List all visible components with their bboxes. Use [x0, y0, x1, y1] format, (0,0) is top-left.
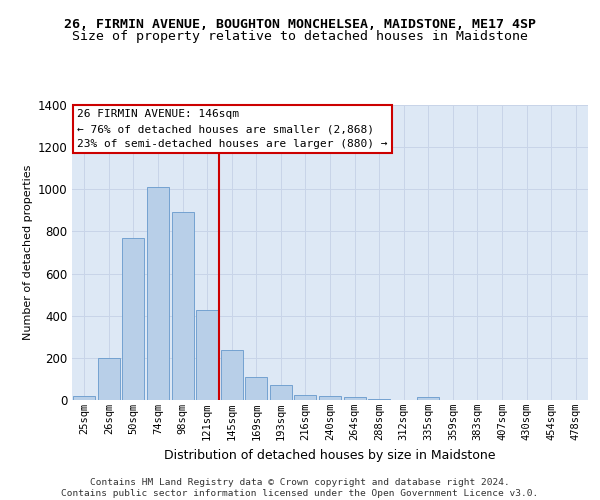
Bar: [295, 394, 316, 400]
Bar: [98, 358, 120, 400]
Text: 26 FIRMIN AVENUE: 146sqm
← 76% of detached houses are smaller (2,868)
23% of sem: 26 FIRMIN AVENUE: 146sqm ← 76% of detach…: [77, 110, 388, 149]
Bar: [245, 377, 268, 400]
Bar: [122, 238, 145, 400]
Y-axis label: Number of detached properties: Number of detached properties: [23, 165, 33, 340]
Bar: [221, 350, 243, 400]
Text: Size of property relative to detached houses in Maidstone: Size of property relative to detached ho…: [72, 30, 528, 43]
Bar: [147, 187, 169, 400]
Bar: [368, 399, 390, 400]
X-axis label: Distribution of detached houses by size in Maidstone: Distribution of detached houses by size …: [164, 448, 496, 462]
Bar: [73, 396, 95, 400]
Bar: [319, 396, 341, 400]
Text: Contains HM Land Registry data © Crown copyright and database right 2024.
Contai: Contains HM Land Registry data © Crown c…: [61, 478, 539, 498]
Bar: [172, 212, 194, 400]
Bar: [344, 397, 365, 400]
Bar: [417, 397, 439, 400]
Bar: [196, 310, 218, 400]
Bar: [270, 385, 292, 400]
Text: 26, FIRMIN AVENUE, BOUGHTON MONCHELSEA, MAIDSTONE, ME17 4SP: 26, FIRMIN AVENUE, BOUGHTON MONCHELSEA, …: [64, 18, 536, 30]
